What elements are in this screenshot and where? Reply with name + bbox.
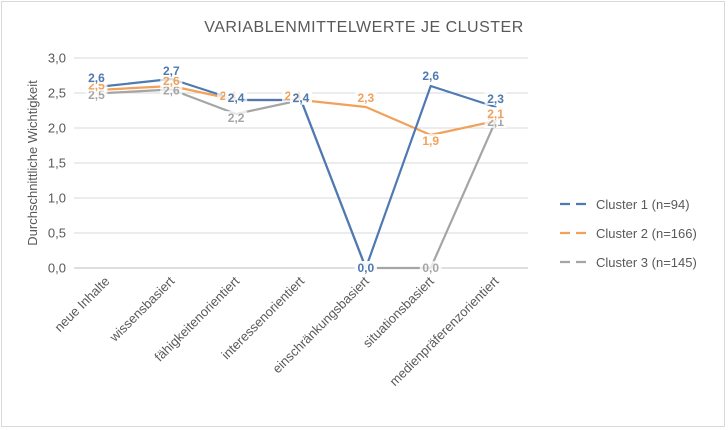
legend: Cluster 1 (n=94) Cluster 2 (n=166) Cluster…	[560, 197, 697, 270]
data-label-bg	[225, 111, 248, 124]
data-label: 0,0	[358, 261, 375, 275]
data-label: 2,6	[88, 71, 105, 85]
y-tick-label: 2,0	[48, 121, 66, 136]
data-label: 2,1	[487, 107, 504, 121]
data-label: 1,9	[422, 134, 439, 148]
y-tick-label: 1,5	[48, 156, 66, 171]
data-label-bg	[484, 92, 507, 105]
data-label: 2,3	[487, 92, 504, 106]
data-label-bg	[419, 134, 442, 147]
x-tick-label: medienpräferenzorientiert	[386, 273, 502, 389]
data-label-bg	[85, 71, 108, 84]
data-label-bg	[419, 261, 442, 274]
data-label-bg	[484, 107, 507, 120]
data-label: 2,4	[293, 91, 310, 105]
data-label: 2,6	[163, 74, 180, 88]
data-label-bg	[354, 261, 377, 274]
series-line	[105, 77, 497, 270]
gridlines	[74, 57, 528, 234]
data-label-bg	[160, 74, 183, 87]
data-label-bg	[290, 91, 312, 104]
y-tick-label: 2,5	[48, 86, 66, 101]
series-lines	[105, 77, 497, 270]
legend-label: Cluster 2 (n=166)	[596, 226, 697, 241]
y-tick-label: 0,0	[48, 261, 66, 276]
legend-label: Cluster 1 (n=94)	[596, 197, 690, 212]
data-label-bg	[419, 69, 442, 82]
y-tick-label: 3,0	[48, 51, 66, 66]
data-label: 2,3	[358, 91, 375, 105]
data-labels: 2,52,62,22,40,00,02,12,52,62,42,42,31,92…	[85, 64, 507, 275]
data-label: 2,4	[228, 91, 245, 105]
legend-item: Cluster 3 (n=145)	[560, 255, 697, 270]
x-tick-label: wissensbasiert	[106, 273, 178, 345]
legend-item: Cluster 1 (n=94)	[560, 197, 690, 212]
data-label: 2,6	[422, 69, 439, 83]
legend-item: Cluster 2 (n=166)	[560, 226, 697, 241]
y-tick-label: 1,0	[48, 191, 66, 206]
series-line	[105, 88, 497, 270]
y-tick-label: 0,5	[48, 226, 66, 241]
data-label: 0,0	[422, 261, 439, 275]
data-label-bg	[354, 91, 377, 104]
data-label: 2,2	[228, 111, 245, 125]
data-label: 2,7	[163, 64, 180, 78]
x-tick-label: neue Inhalte	[51, 274, 112, 335]
legend-label: Cluster 3 (n=145)	[596, 255, 697, 270]
data-label-bg	[160, 64, 183, 77]
data-label-bg	[225, 91, 248, 104]
y-axis-title: Durchschnittliche Wichtigkeit	[25, 80, 40, 246]
chart-title: VARIABLENMITTELWERTE JE CLUSTER	[204, 19, 524, 36]
